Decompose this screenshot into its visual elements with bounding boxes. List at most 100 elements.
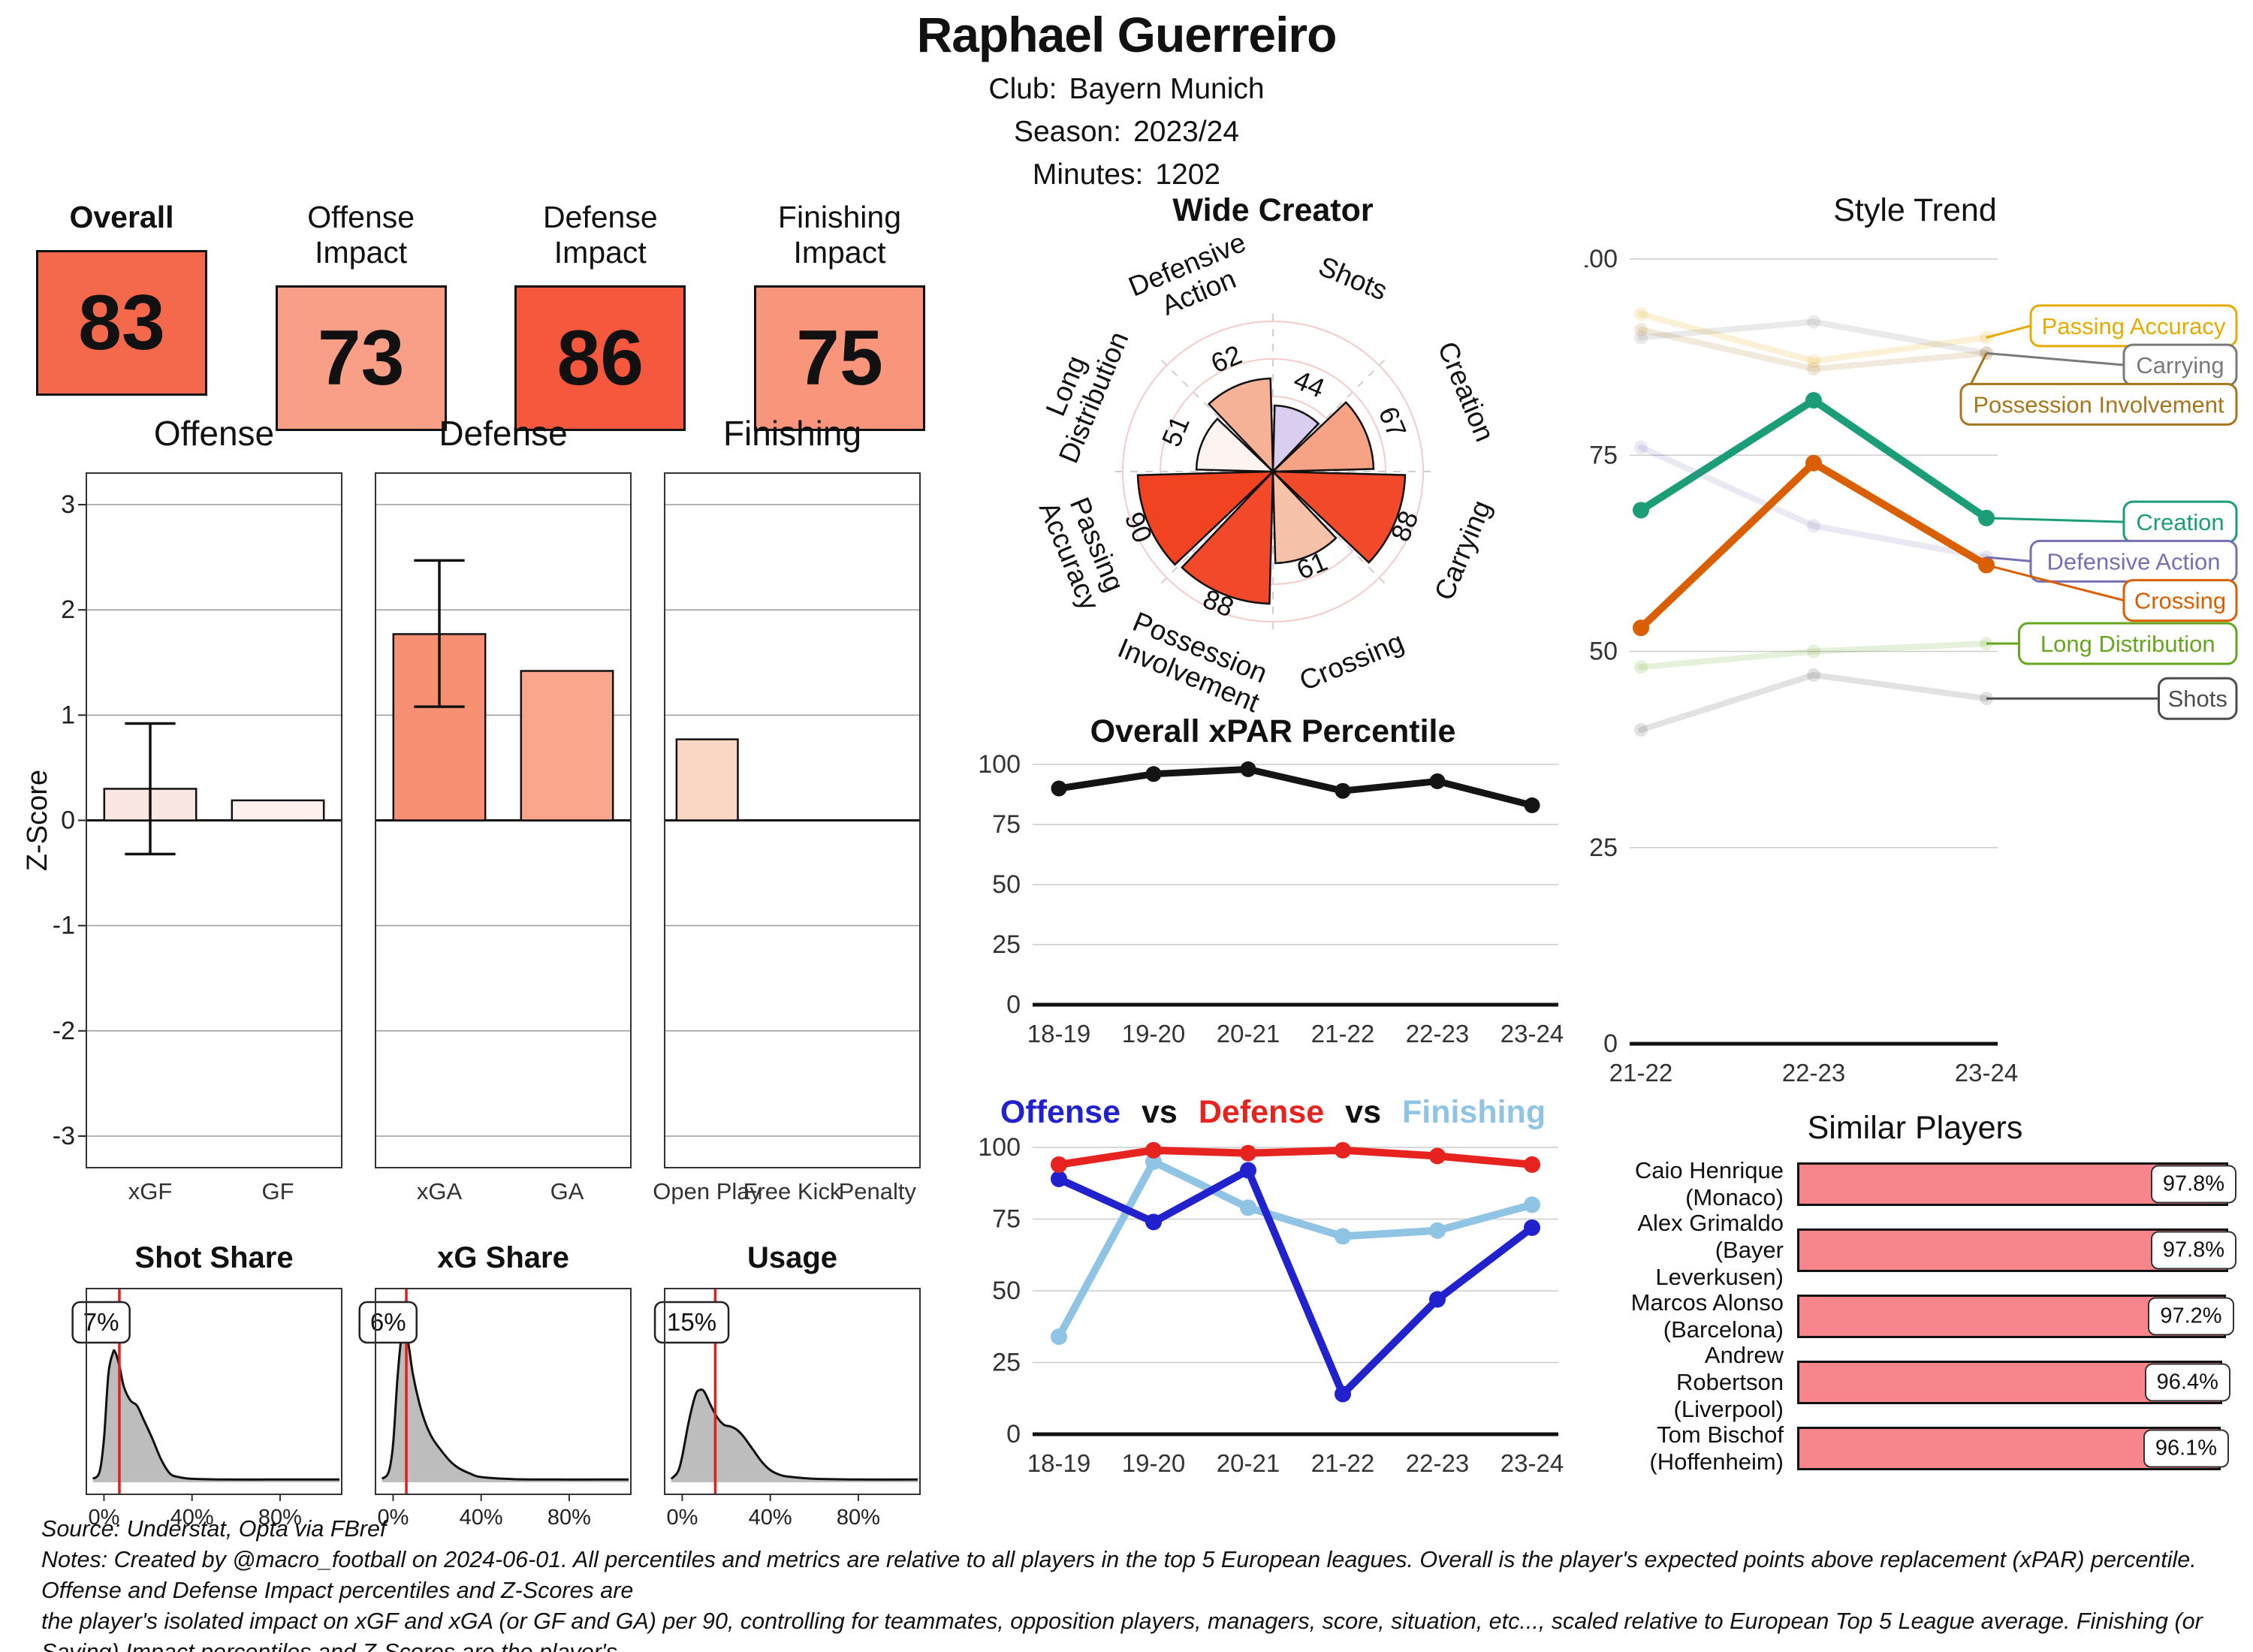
xpar-percentile-line-chart: 0 25 50 75 100 18-19 19-20 20-21 21-22 22-23 23-24 [978,751,1564,1048]
ytick-label: -3 [53,1122,75,1150]
zscore-bar-chart: Z-Score -3 -2 -1 0 1 2 3 Offense xGF GF Defense xGA G… [23,414,921,1204]
xtick-label: 80% [837,1506,880,1530]
ytick-label: 25 [1589,834,1618,862]
similar-player-name: Andrew Robertson (Liverpool) [1673,1342,1784,1422]
offense-defense-finishing-line-chart: 0 25 50 75 100 18-19 19-20 20-21 21-22 22-23 23-24 [978,1133,1564,1477]
radar-category-label: LongDistribution [1025,315,1135,467]
series-point [1807,644,1820,659]
label-leader [1986,556,2031,562]
panel-border [86,1288,342,1495]
ytick-label: 25 [992,1349,1021,1377]
ytick-label: 50 [992,870,1021,899]
density-area [671,1389,918,1482]
series-label-text: Possession Involvement [1973,391,2224,418]
season-value: 2023/24 [1133,116,1240,148]
notes-line-1: Notes: Created by @macro_football on 202… [41,1547,2197,1603]
series-line-defensive-action [1638,444,1989,561]
density-line [670,1388,918,1481]
series-point [1145,766,1162,782]
ytick-label: 100 [978,1133,1021,1162]
series-label-text: Defensive Action [2047,548,2221,574]
xpar-title: Overall xPAR Percentile [1090,713,1456,749]
series-label-text: Carrying [2136,352,2224,378]
page-title: Raphael Guerreiro [916,7,1338,62]
similar-player-row: Marcos Alonso (Barcelona) 97.2% [1592,1289,2238,1343]
style-trend-line-chart: 0 25 50 75 100 21-22 22-23 23-24 Passing Accurac… [1585,245,2238,1087]
bar-GF [231,799,325,821]
series-point [1335,1141,1351,1159]
impact-kpi-row: Overall 83 Offense Impact 73 Defense Imp… [23,200,939,431]
radar-spoke [1157,356,1274,472]
xtick-label: 20-21 [1217,1020,1280,1048]
ytick-label: 25 [992,930,1021,959]
series-point [1429,1222,1446,1239]
series-point [1429,773,1446,789]
panel-border [664,472,921,1168]
series-point [1335,782,1351,799]
series-point [1051,780,1067,797]
series-label-text: Crossing [2134,588,2226,614]
ytick-label: 50 [1589,638,1618,666]
radar-wedge-long-distribution [1195,418,1276,473]
label-leader [1986,324,2031,339]
series-point [1807,519,1820,533]
marker-label: 15% [667,1308,716,1336]
series-point [1524,1219,1540,1236]
series-point [1145,1153,1162,1171]
similarity-value-badge: 97.2% [2148,1297,2234,1336]
odf-title-part: Finishing [1402,1094,1546,1130]
series-point [1429,1147,1446,1165]
ytick-label: 0 [1006,990,1021,1019]
series-point [1807,315,1820,329]
ytick-label: -1 [53,912,75,940]
series-point [1051,1156,1067,1173]
similar-player-row: Alex Grimaldo (Bayer Leverkusen) 97.8% [1592,1210,2238,1290]
series-point [1807,354,1820,368]
series-point [1335,1228,1351,1245]
minutes-value: 1202 [1155,158,1221,191]
kpi-offense-value-box: 73 [275,285,447,431]
radar-ring [1235,433,1311,510]
radar-category-label: DefensiveAction [1124,229,1262,330]
xtick-label: 21-22 [1311,1020,1374,1048]
radar-wedge-crossing [1271,469,1338,565]
similarity-bar: 97.8% [1797,1162,2237,1206]
radar-wedge-shots [1271,404,1320,475]
xtick-label: GF [261,1178,294,1204]
radar-wedge-creation [1270,400,1375,473]
odf-title: Offense vs Defense vs Finishing [969,1094,1577,1131]
label-leader [1986,564,2125,602]
series-label-box-shots [2158,677,2238,720]
kpi-overall-label: Overall [69,200,174,234]
radar-value: 62 [1206,339,1246,378]
series-label-text: Shots [2168,686,2227,712]
ytick-label: 3 [61,490,75,519]
radar-value: 51 [1156,411,1196,451]
xtick-label: 23-24 [1500,1020,1564,1048]
series-point [1145,1213,1162,1231]
club-line: Club: Bayern Munich [0,73,2253,106]
style-trend-title: Style Trend [1833,192,1997,228]
panel-title-offense: Offense [154,414,274,453]
radar-spoke [1272,356,1389,472]
radar-wedge-carrying [1270,470,1407,564]
density-title-xg-share: xG Share [437,1241,569,1274]
panel-title-finishing: Finishing [723,414,861,453]
xtick-label: 40% [170,1506,214,1530]
series-line-finishing [1055,1158,1536,1341]
series-point [1240,1144,1256,1162]
density-line [92,1349,340,1481]
series-point [1634,660,1648,674]
marker-label-box [358,1301,418,1344]
series-line-possession-involvement [1638,327,1989,372]
kpi-defense-value: 86 [556,314,644,402]
similar-player-name: Tom Bischof (Hoffenheim) [1649,1421,1784,1475]
radar-category-label: Crossing [1295,626,1408,697]
club-label: Club: [988,73,1057,105]
density-title-shot-share: Shot Share [134,1241,293,1274]
xtick-label: 18-19 [1027,1020,1090,1048]
similarity-bar-track: 96.1% [1797,1427,2238,1470]
series-point [1634,723,1648,737]
series-point [1807,362,1820,376]
